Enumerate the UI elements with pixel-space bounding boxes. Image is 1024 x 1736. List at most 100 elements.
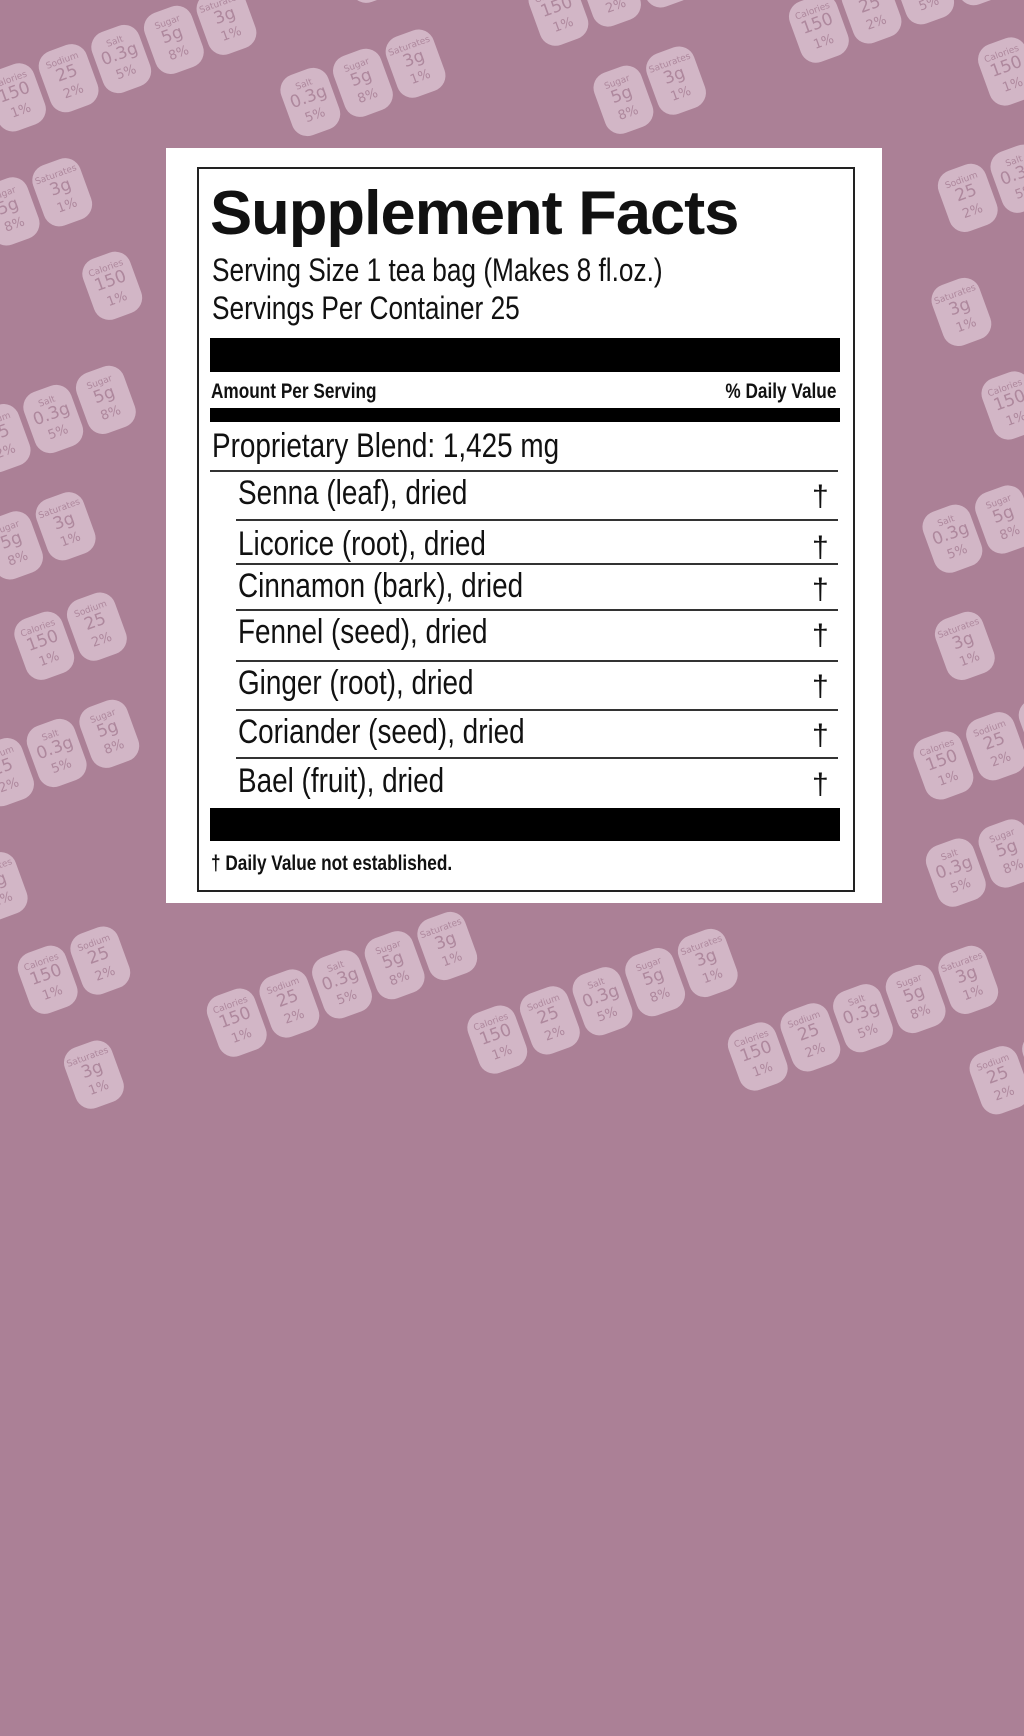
badge-percent: 8% (388, 969, 412, 989)
pattern-gap (280, 1166, 386, 1257)
pattern-gap (726, 891, 832, 982)
badge-percent: 8% (909, 1003, 933, 1023)
badge-percent: 8% (356, 87, 380, 107)
row-divider (210, 470, 838, 472)
ingredient-name: Licorice (root), dried (238, 525, 486, 564)
badge-percent: 1% (552, 16, 576, 36)
ingredient-name: Fennel (seed), dried (238, 613, 488, 652)
dagger-mark: † (812, 719, 829, 753)
badge-percent: 1% (490, 1044, 514, 1064)
dagger-mark: † (812, 619, 829, 653)
pattern-gap (116, 1337, 222, 1428)
badge-percent: 5% (949, 877, 973, 897)
badge-percent: 5% (46, 423, 70, 443)
footnote: † Daily Value not established. (211, 852, 452, 876)
badge-percent: 5% (50, 757, 74, 777)
ingredient-name: Bael (fruit), dried (238, 762, 444, 801)
badge-percent: 1% (59, 531, 83, 551)
badge-percent: 5% (946, 543, 970, 563)
badge-percent: 1% (41, 984, 65, 1004)
badge-percent: 5% (114, 63, 138, 83)
row-divider (236, 660, 838, 662)
row-divider (236, 519, 838, 521)
ingredient-name: Ginger (root), dried (238, 664, 474, 703)
badge-percent: 2% (90, 631, 114, 651)
row-divider (236, 709, 838, 711)
badge-percent: 1% (0, 890, 15, 910)
badge-percent: 1% (9, 102, 33, 122)
badge-percent: 8% (1002, 858, 1024, 878)
badge-percent: 8% (167, 44, 191, 64)
pattern-gap (434, 0, 540, 83)
badge-percent: 5% (596, 1006, 620, 1026)
pattern-gap (112, 1003, 218, 1094)
pattern-gap (469, 1209, 575, 1300)
badge-percent: 1% (220, 25, 244, 45)
bottom-divider (210, 808, 840, 841)
pattern-gap (883, 52, 989, 143)
dagger-mark: † (812, 480, 829, 514)
dagger-mark: † (812, 573, 829, 607)
row-divider (236, 757, 838, 759)
ingredient-name: Cinnamon (bark), dried (238, 567, 523, 606)
badge-percent: 1% (105, 290, 129, 310)
daily-value-header: % Daily Value (725, 380, 836, 404)
badge-percent: 2% (0, 776, 21, 796)
pattern-gap (19, 1149, 125, 1240)
badge-percent: 5% (335, 989, 359, 1009)
badge-percent: 1% (37, 650, 61, 670)
badge-percent: 8% (99, 404, 123, 424)
badge-percent: 1% (701, 967, 725, 987)
badge-percent: 1% (937, 770, 961, 790)
pattern-gap (376, 1354, 482, 1445)
badge-percent: 5% (856, 1022, 880, 1042)
label-title: Supplement Facts (210, 178, 738, 249)
badge-percent: 2% (865, 14, 889, 34)
badge-percent: 1% (55, 197, 79, 217)
serving-size: Serving Size 1 tea bag (Makes 8 fl.oz.) (212, 252, 663, 289)
badge-percent: 8% (617, 104, 641, 124)
badge-percent: 1% (230, 1027, 254, 1047)
row-divider (236, 609, 838, 611)
badge-percent: 2% (993, 1085, 1017, 1105)
pattern-gap (373, 1020, 479, 1111)
badge-percent: 2% (93, 965, 117, 985)
ingredient-name: Coriander (seed), dried (238, 713, 525, 752)
badge-percent: 8% (6, 550, 30, 570)
badge-percent: 1% (669, 85, 693, 105)
badge-percent: 2% (804, 1042, 828, 1062)
dagger-mark: † (812, 531, 829, 565)
pattern-gap (245, 0, 351, 40)
badge-percent: 2% (62, 82, 86, 102)
badge-percent: 2% (604, 0, 628, 17)
servings-per-container: Servings Per Container 25 (212, 290, 520, 327)
medium-divider (210, 408, 840, 422)
badge-percent: 8% (102, 738, 126, 758)
pattern-gap (633, 1037, 739, 1128)
ingredient-name: Senna (leaf), dried (238, 474, 467, 513)
dagger-mark: † (812, 670, 829, 704)
pattern-gap (887, 386, 993, 477)
row-divider (236, 563, 838, 565)
badge-percent: 8% (648, 986, 672, 1006)
pattern-gap (729, 1225, 835, 1316)
thick-divider (210, 338, 840, 372)
pattern-gap (23, 1483, 129, 1574)
amount-per-serving-header: Amount Per Serving (211, 380, 377, 404)
badge-percent: 1% (955, 316, 979, 336)
badge-percent: 1% (751, 1061, 775, 1081)
badge-percent: 8% (998, 524, 1022, 544)
badge-percent: 1% (958, 650, 982, 670)
dagger-mark: † (812, 768, 829, 802)
pattern-gap (16, 815, 122, 906)
badge-percent: 2% (0, 442, 18, 462)
badge-percent: 1% (961, 984, 985, 1004)
badge-percent: 1% (1005, 410, 1024, 430)
badge-percent: 1% (87, 1079, 111, 1099)
badge-percent: 2% (961, 202, 985, 222)
pattern-gap (0, 0, 91, 23)
badge-percent: 5% (917, 0, 941, 14)
badge-percent: 1% (409, 68, 433, 88)
badge-percent: 1% (1001, 76, 1024, 96)
pattern-gap (694, 9, 800, 100)
